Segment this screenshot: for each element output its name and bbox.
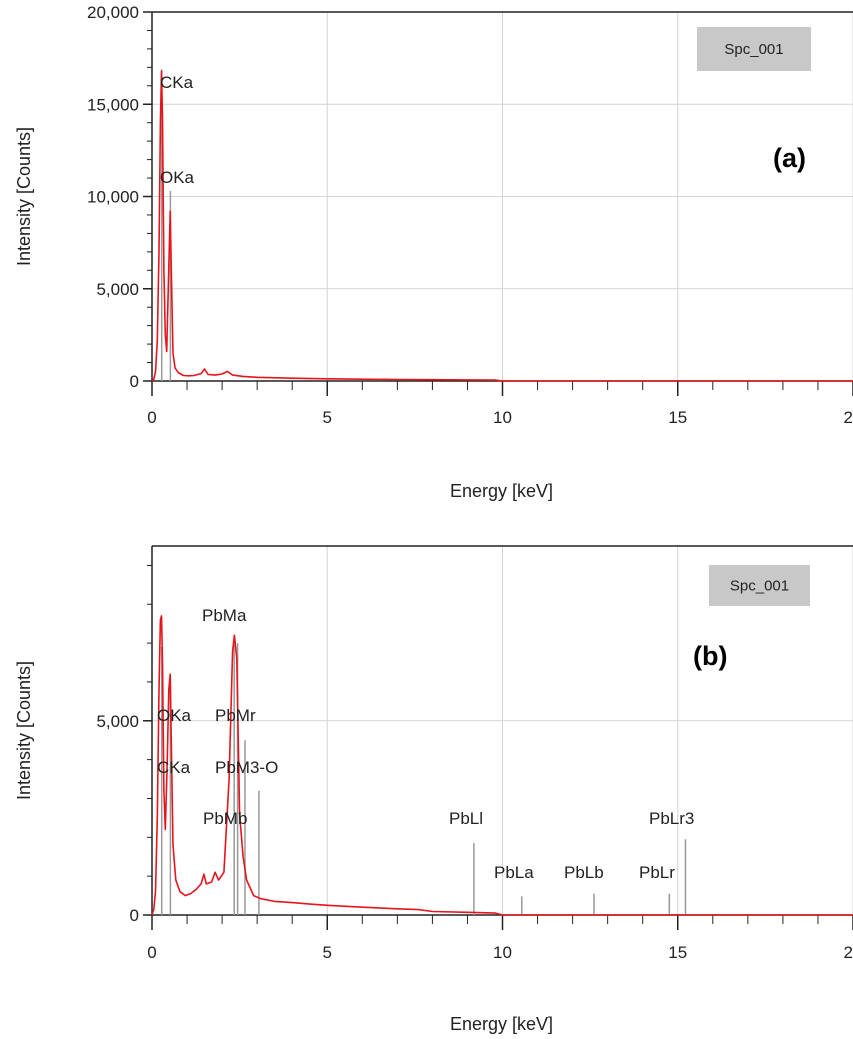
- peak-label: PbM3-O: [215, 758, 278, 777]
- panel-label: (a): [773, 143, 806, 173]
- x-tick-label: 20: [844, 943, 853, 962]
- y-axis-title: Intensity [Counts]: [14, 127, 34, 266]
- x-tick-label: 5: [323, 943, 332, 962]
- y-tick-label: 10,000: [87, 188, 139, 207]
- spectrum-legend-box: [709, 565, 810, 606]
- x-axis-title: Energy [keV]: [450, 1014, 553, 1034]
- y-tick-label: 0: [130, 372, 139, 391]
- x-tick-label: 20: [844, 408, 853, 427]
- x-tick-label: 10: [493, 408, 512, 427]
- peak-label: PbLa: [494, 863, 534, 882]
- spectrum-line: [151, 70, 853, 382]
- x-tick-label: 15: [668, 943, 687, 962]
- x-tick-label: 10: [493, 943, 512, 962]
- peak-label: PbMa: [202, 606, 247, 625]
- peak-label: CKa: [157, 758, 191, 777]
- y-tick-label: 15,000: [87, 95, 139, 114]
- peak-label: PbLb: [564, 863, 604, 882]
- peak-label: PbLl: [449, 809, 483, 828]
- y-tick-label: 20,000: [87, 3, 139, 22]
- spectrum-line: [151, 615, 853, 916]
- peak-label: PbMb: [203, 809, 247, 828]
- peak-label: PbLr3: [649, 809, 694, 828]
- y-tick-label: 5,000: [96, 280, 139, 299]
- x-tick-label: 0: [147, 408, 156, 427]
- peak-label: PbLr: [639, 863, 675, 882]
- peak-label: OKa: [157, 706, 192, 725]
- peak-label: OKa: [160, 168, 195, 187]
- peak-label: CKa: [160, 73, 194, 92]
- spectrum-legend-label: Spc_001: [724, 41, 783, 58]
- x-tick-label: 0: [147, 943, 156, 962]
- panel-label: (b): [693, 641, 727, 671]
- spectrum-legend-label: Spc_001: [730, 578, 789, 595]
- peak-label: PbMr: [215, 706, 256, 725]
- x-tick-label: 15: [668, 408, 687, 427]
- spectrum-panel-a: 0 5,000 10,000 15,000 20,000 0 5 10 15 20 Energy […: [14, 3, 853, 501]
- spectrum-legend-box: [697, 27, 811, 71]
- x-tick-label: 5: [323, 408, 332, 427]
- spectrum-panel-b: 0 5,000 0 5 10 15 20 Energy [keV] Intensity [Cou…: [14, 545, 853, 1034]
- y-tick-label: 0: [130, 906, 139, 925]
- x-axis-title: Energy [keV]: [450, 481, 553, 501]
- y-tick-label: 5,000: [96, 712, 139, 731]
- y-axis-title: Intensity [Counts]: [14, 661, 34, 800]
